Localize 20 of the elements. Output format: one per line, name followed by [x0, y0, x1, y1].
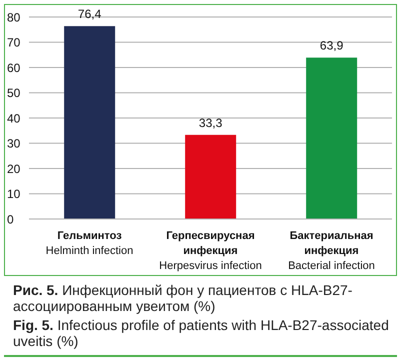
y-tick-label: 30 — [7, 136, 21, 151]
data-label: 76,4 — [78, 7, 102, 22]
y-tick-label: 50 — [7, 86, 21, 100]
y-tick-label: 60 — [7, 60, 21, 75]
y-tick-label: 80 — [7, 10, 21, 24]
y-tick-label: 0 — [7, 212, 14, 226]
x-tick-label: Гельминтоз Helminth infection — [46, 230, 134, 257]
bar — [306, 58, 358, 219]
x-tick-label: Герпесвирусная инфекция Herpesvirus infection — [159, 230, 262, 272]
text: Рис. 5. Инфекционный фон у пациентов с HLA-B27-ассоциированным увеитом (%) — [13, 282, 354, 314]
bar — [64, 26, 116, 219]
caption: Fig. 5. Infectious profile of patients with HLA-B27-associated uveitis (%) — [13, 317, 390, 349]
y-tick-label: 40 — [7, 111, 21, 126]
data-label: 63,9 — [320, 38, 344, 53]
x-tick-label: Бактериальная инфекция Bacterial infection — [288, 230, 375, 272]
y-tick-label: 10 — [7, 187, 21, 202]
y-tick-label: 70 — [7, 36, 21, 50]
y-tick-label: 20 — [7, 162, 21, 176]
data-label: 33,3 — [198, 116, 223, 130]
bar — [185, 134, 236, 219]
